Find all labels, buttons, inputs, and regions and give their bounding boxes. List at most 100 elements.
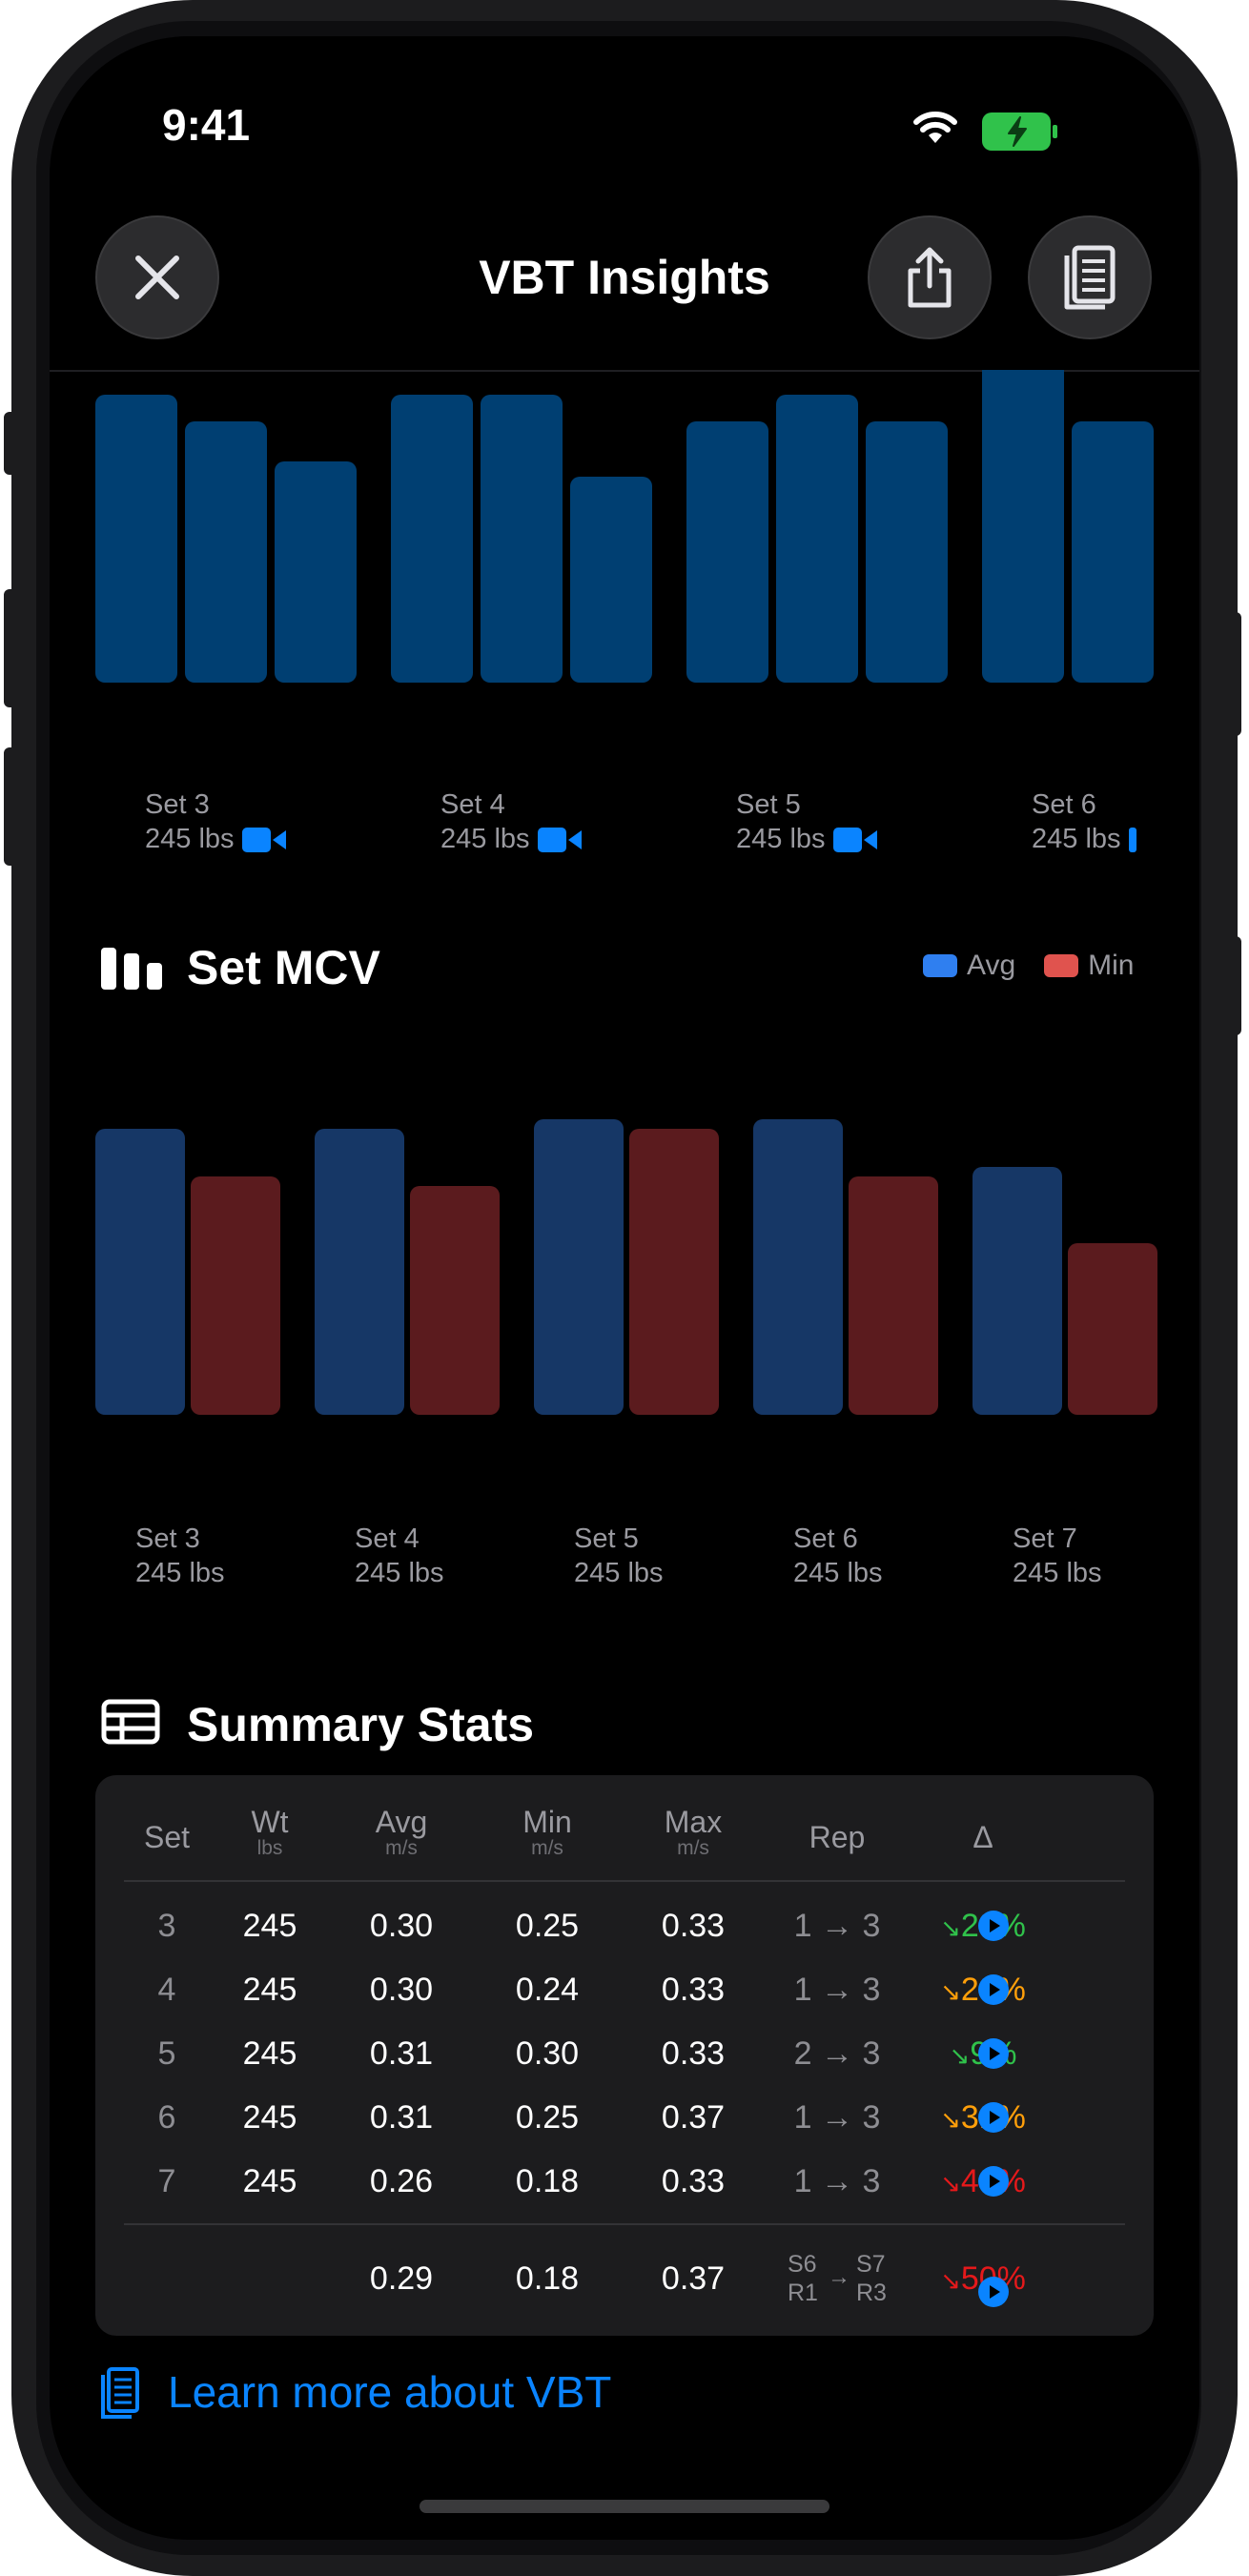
document-icon — [101, 2367, 139, 2419]
mcv-bar-avg — [534, 1119, 624, 1415]
video-icon[interactable] — [832, 826, 877, 854]
volume-up-button — [4, 589, 17, 707]
mcv-chart — [95, 1119, 1157, 1415]
trend-down-icon: ↘ — [940, 1977, 961, 2006]
cell-avg: 0.26 — [369, 2163, 434, 2199]
mcv-title: Set MCV — [187, 941, 380, 994]
cell-min: 0.25 — [515, 2099, 580, 2136]
play-icon — [990, 2175, 1000, 2188]
volume-down-button — [4, 747, 17, 866]
play-set-button[interactable] — [978, 2102, 1009, 2133]
trend-down-icon: ↘ — [940, 2169, 961, 2198]
cell-set: 5 — [157, 2035, 176, 2072]
velocity-bar — [185, 421, 267, 683]
set-weight: 245 lbs — [135, 1558, 225, 1588]
mute-switch — [4, 412, 17, 475]
cell-min: 0.24 — [515, 1972, 580, 2008]
cell-max: 0.33 — [661, 2035, 726, 2072]
set-name: Set 4 — [355, 1523, 420, 1554]
set-name: Set 5 — [574, 1523, 639, 1554]
set-weight: 245 lbs — [574, 1558, 664, 1588]
cell-max: 0.33 — [661, 2163, 726, 2199]
share-button[interactable] — [868, 215, 992, 339]
cell-wt: 245 — [242, 1908, 297, 1944]
summary-title: Summary Stats — [187, 1698, 535, 1751]
mcv-legend: Avg Min — [923, 950, 1135, 982]
set-weight: 245 lbs — [1013, 1558, 1102, 1588]
cell-rep: 1 → 3 — [793, 2163, 881, 2199]
velocity-set-label[interactable]: Set 5 245 lbs — [736, 787, 877, 856]
header-set: Set — [143, 1820, 191, 1854]
set-weight: 245 lbs — [736, 824, 826, 854]
learn-more-link[interactable]: Learn more about VBT — [168, 2367, 612, 2417]
cell-avg: 0.30 — [369, 1908, 434, 1944]
header-max: Max m/s — [664, 1805, 723, 1859]
header-wt: Wt lbs — [251, 1805, 289, 1859]
arrow-right-icon: → — [828, 2264, 850, 2290]
trend-down-icon: ↘ — [940, 2266, 961, 2295]
total-from-rep: R1 — [788, 2280, 818, 2306]
side-button — [1228, 612, 1241, 736]
video-icon[interactable] — [537, 826, 582, 854]
set-name: Set 3 — [145, 789, 210, 820]
legend-min-label: Min — [1088, 950, 1135, 981]
total-avg: 0.29 — [369, 2260, 434, 2297]
set-name: Set 5 — [736, 789, 801, 820]
cell-wt: 245 — [242, 1972, 297, 2008]
header-avg: Avg m/s — [375, 1805, 428, 1859]
mcv-bar-avg — [973, 1167, 1062, 1415]
cell-set: 3 — [157, 1908, 176, 1944]
cell-set: 6 — [157, 2099, 176, 2136]
set-name: Set 4 — [440, 789, 505, 820]
nav-divider — [50, 370, 1199, 372]
legend-avg-swatch — [923, 954, 957, 977]
cell-min: 0.18 — [515, 2163, 580, 2199]
total-rep-range: S6 R1 → S7 R3 — [780, 2250, 894, 2311]
header-rep: Rep — [809, 1820, 866, 1854]
set-name: Set 6 — [1032, 789, 1096, 820]
velocity-bar — [776, 395, 858, 683]
wifi-icon — [913, 112, 957, 143]
cell-avg: 0.31 — [369, 2099, 434, 2136]
play-set-button[interactable] — [978, 2038, 1009, 2069]
cell-max: 0.33 — [661, 1972, 726, 2008]
mcv-bar-avg — [95, 1129, 185, 1415]
mcv-bar-min — [849, 1176, 938, 1415]
cell-min: 0.30 — [515, 2035, 580, 2072]
set-name: Set 7 — [1013, 1523, 1077, 1554]
table-icon — [101, 1699, 160, 1745]
mcv-bar-min — [1068, 1243, 1157, 1415]
cell-rep: 1 → 3 — [793, 2099, 881, 2136]
velocity-bar — [982, 370, 1064, 683]
video-icon[interactable] — [1128, 826, 1136, 854]
mcv-bar-min — [191, 1176, 280, 1415]
play-set-button[interactable] — [978, 2166, 1009, 2197]
total-from-set: S6 — [788, 2251, 817, 2278]
set-weight: 245 lbs — [355, 1558, 444, 1588]
velocity-bar — [391, 395, 473, 683]
cell-max: 0.33 — [661, 1908, 726, 1944]
cell-min: 0.25 — [515, 1908, 580, 1944]
battery-charging-icon — [982, 112, 1057, 151]
cell-wt: 245 — [242, 2035, 297, 2072]
velocity-set-label[interactable]: Set 3 245 lbs — [145, 787, 286, 856]
home-indicator[interactable] — [420, 2500, 829, 2513]
play-set-button[interactable] — [978, 1974, 1009, 2005]
velocity-set-label[interactable]: Set 4 245 lbs — [440, 787, 582, 856]
total-divider — [124, 2223, 1125, 2225]
total-max: 0.37 — [661, 2260, 726, 2297]
cell-set: 4 — [157, 1972, 176, 2008]
velocity-set-label[interactable]: Set 6 245 lbs — [1032, 787, 1136, 856]
close-button[interactable] — [95, 215, 219, 339]
guide-button[interactable] — [1028, 215, 1152, 339]
play-total-button[interactable] — [978, 2277, 1009, 2307]
total-to-set: S7 — [856, 2251, 886, 2278]
mcv-category-label: Set 3 245 lbs — [135, 1522, 225, 1590]
cell-max: 0.37 — [661, 2099, 726, 2136]
video-icon[interactable] — [241, 826, 286, 854]
legend-min-swatch — [1044, 954, 1079, 977]
header-min: Min m/s — [522, 1805, 572, 1859]
play-set-button[interactable] — [978, 1911, 1009, 1941]
mcv-category-label: Set 4 245 lbs — [355, 1522, 444, 1590]
velocity-bar — [686, 421, 768, 683]
